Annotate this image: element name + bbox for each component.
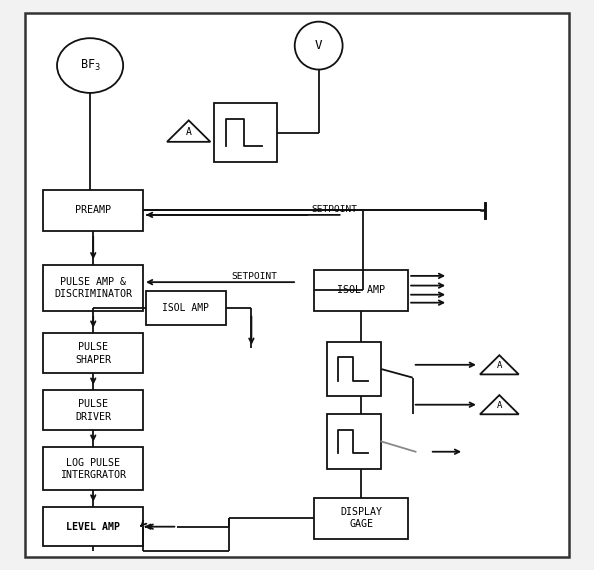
- Bar: [314, 270, 408, 311]
- Bar: [43, 447, 143, 490]
- Polygon shape: [480, 395, 519, 414]
- Text: PULSE
SHAPER: PULSE SHAPER: [75, 342, 111, 365]
- Ellipse shape: [57, 38, 123, 93]
- Text: ISOL AMP: ISOL AMP: [162, 303, 209, 313]
- Text: BF$_3$: BF$_3$: [80, 58, 100, 73]
- Circle shape: [295, 22, 343, 70]
- Bar: [43, 190, 143, 231]
- Text: LEVEL AMP: LEVEL AMP: [66, 522, 120, 532]
- Text: LOG PULSE
INTERGRATOR: LOG PULSE INTERGRATOR: [60, 458, 126, 480]
- Bar: [327, 414, 381, 469]
- Bar: [43, 265, 143, 311]
- Text: PULSE AMP &
DISCRIMINATOR: PULSE AMP & DISCRIMINATOR: [54, 276, 132, 299]
- Text: A: A: [497, 401, 502, 410]
- Bar: [327, 342, 381, 396]
- Bar: [43, 507, 143, 546]
- Text: V: V: [315, 39, 323, 52]
- Bar: [314, 498, 408, 539]
- Text: PULSE
DRIVER: PULSE DRIVER: [75, 399, 111, 422]
- Text: SETPOINT: SETPOINT: [311, 205, 357, 214]
- Bar: [146, 291, 226, 325]
- Bar: [214, 103, 277, 162]
- Text: A: A: [497, 361, 502, 370]
- Text: PREAMP: PREAMP: [75, 205, 111, 215]
- Polygon shape: [480, 355, 519, 374]
- Text: A: A: [186, 127, 192, 137]
- Text: DISPLAY
GAGE: DISPLAY GAGE: [340, 507, 382, 530]
- Text: ISOL AMP: ISOL AMP: [337, 285, 385, 295]
- Bar: [43, 390, 143, 430]
- Bar: [43, 333, 143, 373]
- Text: SETPOINT: SETPOINT: [232, 272, 277, 281]
- Polygon shape: [167, 120, 210, 142]
